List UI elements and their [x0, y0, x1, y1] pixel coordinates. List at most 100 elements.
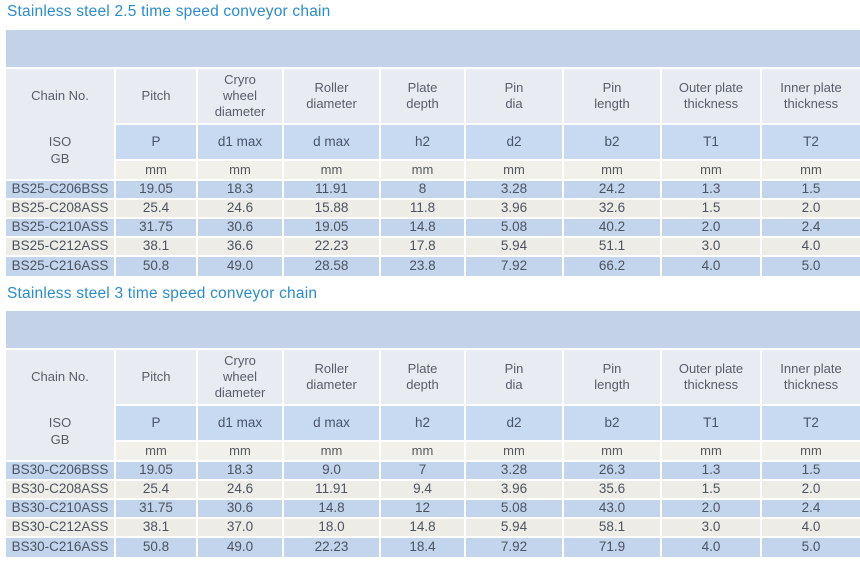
value-cell: 7.92	[466, 538, 564, 557]
value-cell: 5.08	[466, 500, 564, 519]
spec-section: Stainless steel 2.5 time speed conveyor …	[6, 3, 860, 276]
value-cell: 17.8	[381, 238, 466, 257]
value-cell: 24.6	[198, 200, 284, 219]
value-cell: 23.8	[381, 257, 466, 276]
unit-cell: mm	[284, 160, 381, 181]
chain-header-cell: Chain No. ISO GB	[6, 350, 116, 462]
value-cell: 19.05	[116, 181, 198, 200]
value-cell: 2.0	[662, 500, 762, 519]
unit-cell: mm	[762, 441, 860, 462]
value-cell: 3.28	[466, 462, 564, 481]
value-cell: 40.2	[564, 219, 662, 238]
col-header-cell: Inner plate thickness	[762, 350, 860, 406]
chain-no-cell: BS25-C208ASS	[6, 200, 116, 219]
value-cell: 38.1	[116, 519, 198, 538]
col-header-cell: Outer plate thickness	[662, 350, 762, 406]
value-cell: 51.1	[564, 238, 662, 257]
symbol-cell: T2	[762, 125, 860, 161]
table-row: BS25-C208ASS 25.4 24.6 15.88 11.8 3.96 32.6 1.5…	[6, 200, 860, 219]
value-cell: 7.92	[466, 257, 564, 276]
unit-cell: mm	[466, 160, 564, 181]
value-cell: 11.91	[284, 481, 381, 500]
symbol-cell: d1 max	[198, 125, 284, 161]
value-cell: 4.0	[662, 538, 762, 557]
value-cell: 71.9	[564, 538, 662, 557]
table-row: BS25-C216ASS 50.8 49.0 28.58 23.8 7.92 66.2 4.0…	[6, 257, 860, 276]
unit-row: mm mm mm mm mm mm mm mm	[6, 160, 860, 181]
value-cell: 31.75	[116, 219, 198, 238]
value-cell: 1.5	[662, 200, 762, 219]
chain-no-label: Chain No.	[31, 368, 89, 384]
col-header-cell: Pin length	[564, 69, 662, 125]
value-cell: 18.0	[284, 519, 381, 538]
symbol-cell: T1	[662, 125, 762, 161]
unit-cell: mm	[116, 441, 198, 462]
value-cell: 19.05	[284, 219, 381, 238]
value-cell: 3.96	[466, 200, 564, 219]
value-cell: 2.4	[762, 500, 860, 519]
table-row: BS30-C212ASS 38.1 37.0 18.0 14.8 5.94 58.1 3.0 4…	[6, 519, 860, 538]
value-cell: 49.0	[198, 538, 284, 557]
value-cell: 11.8	[381, 200, 466, 219]
symbol-cell: d max	[284, 406, 381, 442]
col-header-cell: Pin length	[564, 350, 662, 406]
value-cell: 11.91	[284, 181, 381, 200]
value-cell: 15.88	[284, 200, 381, 219]
value-cell: 5.94	[466, 519, 564, 538]
symbol-cell: d1 max	[198, 406, 284, 442]
chain-no-cell: BS30-C216ASS	[6, 538, 116, 557]
symbol-cell: h2	[381, 125, 466, 161]
table-row: BS25-C206BSS 19.05 18.3 11.91 8 3.28 24.2 1.3 1.…	[6, 181, 860, 200]
table-row: BS25-C210ASS 31.75 30.6 19.05 14.8 5.08 40.2 2.…	[6, 219, 860, 238]
value-cell: 7	[381, 462, 466, 481]
unit-cell: mm	[381, 160, 466, 181]
value-cell: 1.5	[762, 462, 860, 481]
col-header-cell: Plate depth	[381, 350, 466, 406]
col-header-cell: Pitch	[116, 350, 198, 406]
symbol-cell: P	[116, 406, 198, 442]
value-cell: 18.3	[198, 462, 284, 481]
value-cell: 2.0	[762, 481, 860, 500]
value-cell: 12	[381, 500, 466, 519]
value-cell: 25.4	[116, 200, 198, 219]
table-row: BS30-C208ASS 25.4 24.6 11.91 9.4 3.96 35.6 1.5 2…	[6, 481, 860, 500]
chain-no-cell: BS25-C216ASS	[6, 257, 116, 276]
symbol-cell: d max	[284, 125, 381, 161]
value-cell: 5.0	[762, 257, 860, 276]
value-cell: 3.0	[662, 238, 762, 257]
chain-no-label: Chain No.	[31, 87, 89, 103]
value-cell: 5.0	[762, 538, 860, 557]
symbol-cell: P	[116, 125, 198, 161]
value-cell: 1.5	[662, 481, 762, 500]
value-cell: 31.75	[116, 500, 198, 519]
col-header-cell: Outer plate thickness	[662, 69, 762, 125]
table-row: BS30-C206BSS 19.05 18.3 9.0 7 3.28 26.3 1.3 1.5	[6, 462, 860, 481]
value-cell: 30.6	[198, 500, 284, 519]
value-cell: 2.0	[662, 219, 762, 238]
value-cell: 38.1	[116, 238, 198, 257]
header-row: Chain No. ISO GB Pitch Cryro wheel diameter…	[6, 69, 860, 181]
col-header-cell: Pin dia	[466, 69, 564, 125]
table-row: BS30-C210ASS 31.75 30.6 14.8 12 5.08 43.0 2.0 2.…	[6, 500, 860, 519]
value-cell: 50.8	[116, 257, 198, 276]
value-cell: 14.8	[284, 500, 381, 519]
value-cell: 8	[381, 181, 466, 200]
value-cell: 5.94	[466, 238, 564, 257]
value-cell: 4.0	[762, 519, 860, 538]
chain-no-cell: BS25-C206BSS	[6, 181, 116, 200]
value-cell: 36.6	[198, 238, 284, 257]
value-cell: 24.6	[198, 481, 284, 500]
value-cell: 14.8	[381, 219, 466, 238]
unit-cell: mm	[662, 160, 762, 181]
value-cell: 22.23	[284, 238, 381, 257]
value-cell: 9.4	[381, 481, 466, 500]
symbol-cell: d2	[466, 125, 564, 161]
chain-no-cell: BS30-C206BSS	[6, 462, 116, 481]
symbol-cell: b2	[564, 125, 662, 161]
value-cell: 9.0	[284, 462, 381, 481]
value-cell: 4.0	[662, 257, 762, 276]
value-cell: 1.3	[662, 181, 762, 200]
col-header-cell: Cryro wheel diameter	[198, 350, 284, 406]
